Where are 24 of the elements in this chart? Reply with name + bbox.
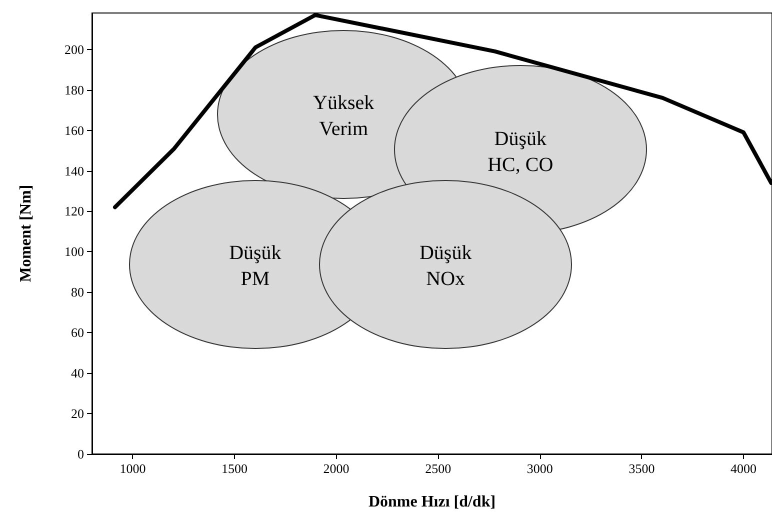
x-tick-label: 1500 xyxy=(222,461,248,476)
y-tick-label: 40 xyxy=(71,366,84,381)
y-tick-label: 200 xyxy=(64,42,84,57)
annotation: Yüksek Verim xyxy=(312,91,376,142)
y-tick-label: 140 xyxy=(64,163,84,178)
y-tick-label: 180 xyxy=(64,82,84,98)
x-tick-label: 2500 xyxy=(425,461,452,476)
x-axis-title: Dönme Hızı [d/dk] xyxy=(368,494,496,510)
y-tick-label: 120 xyxy=(64,204,84,219)
x-tick-label: 3000 xyxy=(526,461,553,476)
annotation: Düşük HC, CO xyxy=(486,126,554,178)
x-tick-label: 4000 xyxy=(730,461,756,476)
y-tick-label: 20 xyxy=(71,406,84,422)
y-tick-label: 80 xyxy=(71,284,84,300)
y-tick-label: 0 xyxy=(78,446,84,462)
x-tick-label: 2000 xyxy=(323,461,350,476)
x-tick-label: 1000 xyxy=(120,461,146,476)
annotation: Düşük NOx xyxy=(418,241,473,292)
y-axis-title: Moment [Nm] xyxy=(18,184,34,282)
x-tick-label: 3500 xyxy=(628,461,655,476)
annotation: Düşük PM xyxy=(228,241,282,292)
y-tick-label: 60 xyxy=(71,325,84,340)
y-tick-label: 100 xyxy=(64,244,84,260)
y-tick-label: 160 xyxy=(64,122,84,138)
